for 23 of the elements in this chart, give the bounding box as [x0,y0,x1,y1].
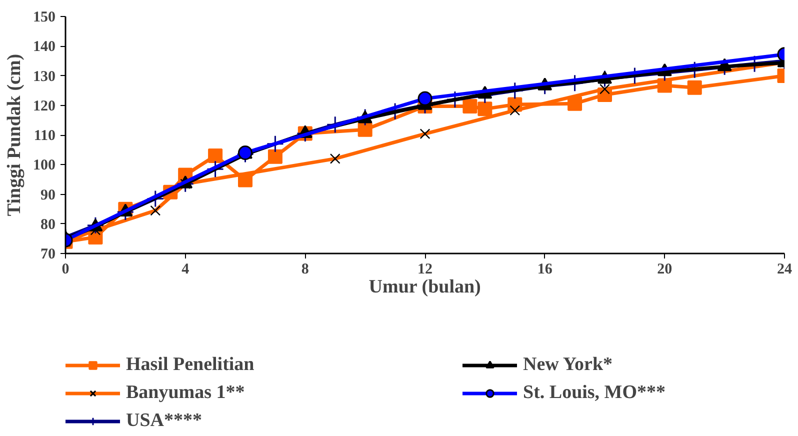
y-tick-label: 120 [33,98,56,114]
legend-label: Hasil Penelitian [126,354,256,376]
y-tick-label: 100 [33,158,56,174]
y-tick-label: 110 [34,128,56,144]
y-tick-label: 70 [40,246,56,262]
x-tick-label: 20 [657,262,672,278]
x-tick-label: 24 [777,262,792,278]
y-tick-label: 140 [33,39,56,56]
x-axis-title: Umur (bulan) [368,276,481,298]
y-tick-label: 90 [40,187,56,204]
x-tick-label: 12 [418,262,432,278]
legend-label: Banyumas 1** [126,382,246,404]
x-tick-label: 16 [537,262,553,278]
x-tick-label: 4 [182,262,190,278]
x-tick-label: 0 [62,262,70,278]
x-tick-label: 8 [301,262,309,278]
y-tick-label: 150 [33,10,56,26]
y-axis-title: Tinggi Pundak (cm) [4,54,25,216]
legend-label: St. Louis, MO*** [523,382,667,404]
y-tick-label: 130 [33,68,56,85]
y-tick-label: 80 [40,216,56,233]
legend-label: USA**** [126,410,204,432]
legend-label: New York* [523,354,614,376]
